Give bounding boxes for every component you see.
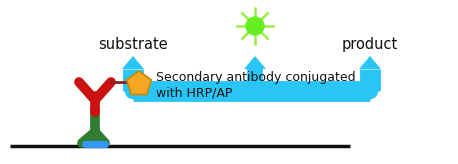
Text: product: product [342, 37, 398, 52]
Text: Secondary antibody conjugated: Secondary antibody conjugated [156, 71, 355, 83]
Circle shape [246, 17, 264, 35]
Polygon shape [359, 56, 381, 69]
Polygon shape [122, 56, 144, 69]
Polygon shape [126, 71, 151, 94]
Polygon shape [244, 56, 266, 69]
Text: substrate: substrate [98, 37, 168, 52]
Circle shape [125, 83, 141, 99]
Circle shape [362, 83, 377, 99]
Text: with HRP/AP: with HRP/AP [156, 86, 232, 100]
